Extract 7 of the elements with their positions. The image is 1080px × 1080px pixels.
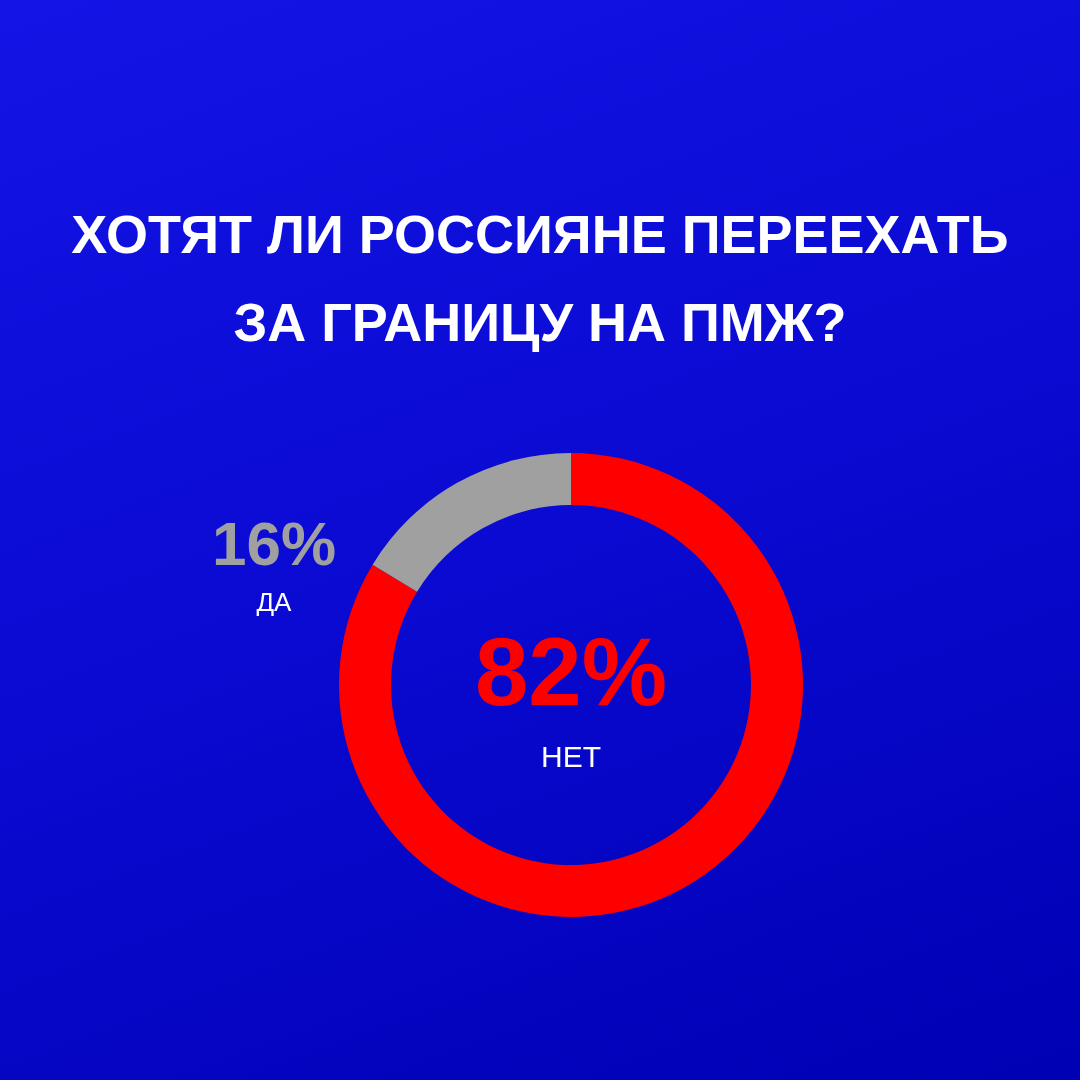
donut-slice bbox=[339, 453, 803, 917]
data-label: 16% bbox=[211, 509, 337, 578]
donut-slice bbox=[372, 453, 571, 592]
data-label: 82% bbox=[474, 618, 668, 725]
slice-label: НЕТ bbox=[541, 740, 601, 773]
slice-label: ДА bbox=[256, 587, 293, 617]
chart-title: ХОТЯТ ЛИ РОССИЯНЕ ПЕРЕЕХАТЬ ЗА ГРАНИЦУ НА ПМЖ? bbox=[70, 203, 1010, 354]
